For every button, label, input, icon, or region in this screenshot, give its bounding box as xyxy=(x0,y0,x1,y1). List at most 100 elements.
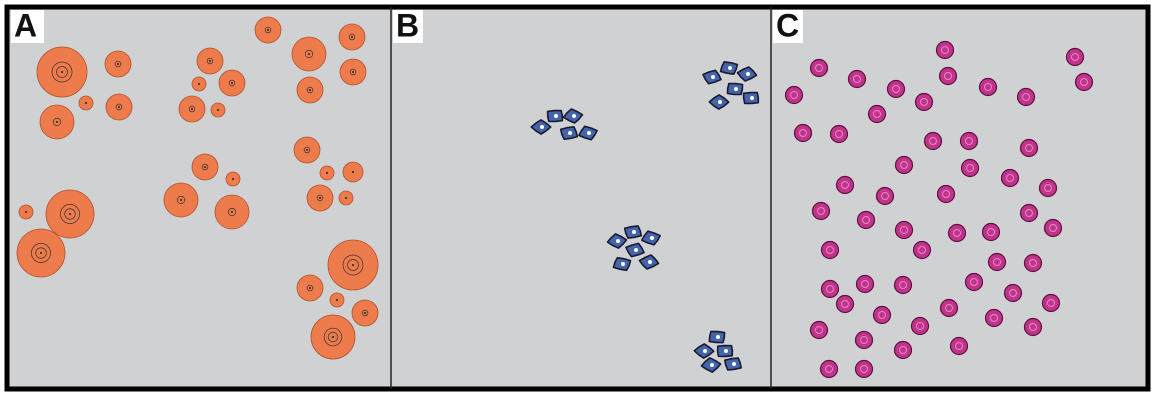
particle xyxy=(949,225,966,242)
sphere-dot xyxy=(61,71,63,73)
particle xyxy=(896,222,913,239)
cell-core xyxy=(703,349,707,353)
particle xyxy=(937,42,954,59)
sphere-dot xyxy=(345,197,347,199)
cell-core xyxy=(650,236,654,240)
particle xyxy=(980,79,997,96)
sphere-dot xyxy=(198,83,200,85)
particle xyxy=(858,212,875,229)
cell-core xyxy=(728,66,732,70)
cell-core xyxy=(540,125,544,129)
cell-core xyxy=(710,363,714,367)
particle xyxy=(849,71,866,88)
particle xyxy=(951,338,968,355)
particle xyxy=(1025,255,1042,272)
particle xyxy=(786,87,803,104)
particle xyxy=(856,361,873,378)
particle xyxy=(1005,285,1022,302)
particle xyxy=(940,68,957,85)
particle xyxy=(912,318,929,335)
particle xyxy=(962,160,979,177)
particle xyxy=(916,94,933,111)
cell-core xyxy=(732,362,736,366)
sphere-dot xyxy=(25,211,27,213)
sphere-dot xyxy=(204,166,206,168)
particle xyxy=(856,332,873,349)
sphere-dot xyxy=(40,252,42,254)
particle xyxy=(966,274,983,291)
particle xyxy=(1076,74,1093,91)
sphere-dot xyxy=(352,264,354,266)
cell-core xyxy=(621,262,625,266)
particle xyxy=(895,342,912,359)
particle xyxy=(831,126,848,143)
particle xyxy=(895,277,912,294)
particle xyxy=(821,361,838,378)
particle xyxy=(986,310,1003,327)
cell-core xyxy=(572,114,576,118)
cell-core xyxy=(711,75,715,79)
particle xyxy=(1045,220,1062,237)
sphere-dot xyxy=(308,53,310,55)
particle xyxy=(1043,295,1060,312)
particle xyxy=(1040,180,1057,197)
cell-core xyxy=(716,335,720,339)
particle xyxy=(837,177,854,194)
particle xyxy=(1002,170,1019,187)
sphere-dot xyxy=(267,29,269,31)
particle xyxy=(813,203,830,220)
cell-core xyxy=(648,260,652,264)
figure: A B C xyxy=(0,0,1153,394)
particle xyxy=(888,81,905,98)
panel-label: A xyxy=(14,7,37,43)
particle xyxy=(961,133,978,150)
sphere-dot xyxy=(217,109,219,111)
sphere-dot xyxy=(118,106,120,108)
sphere-dot xyxy=(352,171,354,173)
particle xyxy=(938,186,955,203)
particle xyxy=(983,224,1000,241)
cell-core xyxy=(587,131,591,135)
sphere-dot xyxy=(319,197,321,199)
particle xyxy=(1067,49,1084,66)
particle xyxy=(1025,319,1042,336)
particle xyxy=(857,276,874,293)
cell-core xyxy=(554,114,558,118)
sphere-dot xyxy=(352,71,354,73)
particle xyxy=(914,242,931,259)
sphere-dot xyxy=(85,102,87,104)
panel-label: B xyxy=(396,7,419,43)
sphere-dot xyxy=(231,211,233,213)
sphere-dot xyxy=(332,336,334,338)
particle xyxy=(811,60,828,77)
particle xyxy=(874,307,891,324)
cell-core xyxy=(750,96,754,100)
sphere-dot xyxy=(56,121,58,123)
particle xyxy=(925,133,942,150)
cell-core xyxy=(632,230,636,234)
sphere-dot xyxy=(336,299,338,301)
cell-core xyxy=(616,239,620,243)
particle xyxy=(1021,205,1038,222)
page: A B C (() => { const data = JSON.parse(d… xyxy=(0,0,1153,394)
sphere-dot xyxy=(232,178,234,180)
cell-core xyxy=(734,87,738,91)
particle xyxy=(989,254,1006,271)
particle xyxy=(811,322,828,339)
panel-label: C xyxy=(776,7,799,43)
particle xyxy=(941,300,958,317)
cell-core xyxy=(634,248,638,252)
particle xyxy=(1021,140,1038,157)
particle xyxy=(877,188,894,205)
cell-core xyxy=(568,131,572,135)
sphere-dot xyxy=(191,108,193,110)
sphere-dot xyxy=(306,149,308,151)
sphere-dot xyxy=(69,213,71,215)
cell-core xyxy=(746,72,750,76)
particle xyxy=(837,296,854,313)
sphere-dot xyxy=(364,312,366,314)
sphere-dot xyxy=(309,89,311,91)
sphere-dot xyxy=(309,287,311,289)
sphere-dot xyxy=(326,172,328,174)
particle xyxy=(822,242,839,259)
